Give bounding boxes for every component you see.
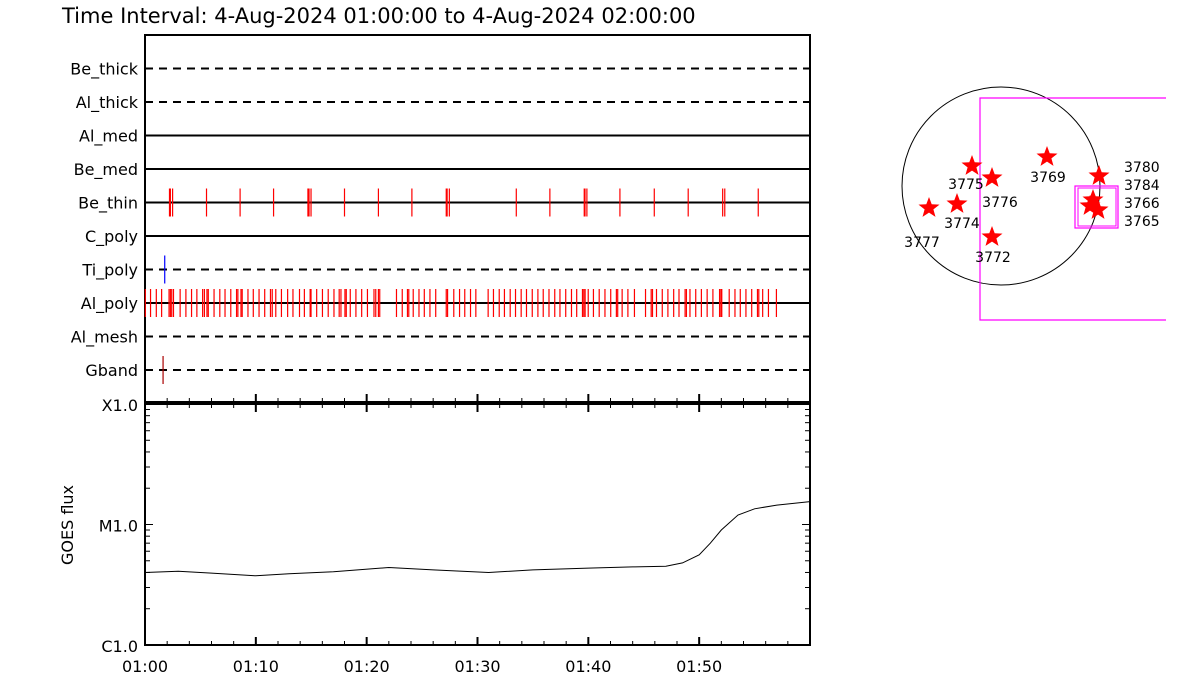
active-region-label: 3774 bbox=[944, 216, 980, 232]
active-region-label: 3776 bbox=[982, 195, 1018, 211]
filter-rows: Be_thick Al_thick Al_med Be_med Be_thin C_pol… bbox=[70, 60, 810, 384]
goes-flux-line bbox=[144, 501, 811, 577]
x-tick-label: 01:00 bbox=[122, 657, 168, 676]
fov-box-small bbox=[1077, 187, 1117, 227]
row-label: Be_med bbox=[74, 160, 138, 180]
row-label: Be_thin bbox=[78, 194, 138, 214]
x-tick-label: 01:50 bbox=[676, 657, 722, 676]
active-region-star bbox=[1036, 146, 1058, 166]
row-label: Gband bbox=[85, 361, 138, 380]
row-label: Al_poly bbox=[81, 294, 138, 314]
goes-ylabel: GOES flux bbox=[58, 485, 77, 565]
xrt-fov-box bbox=[979, 97, 1166, 321]
active-region-label: 3780 bbox=[1124, 160, 1160, 176]
active-region-label: 3766 bbox=[1124, 196, 1160, 212]
plot-title: Time Interval: 4-Aug-2024 01:00:00 to 4-… bbox=[61, 4, 696, 28]
row-label: Ti_poly bbox=[81, 261, 138, 281]
row-label: Al_thick bbox=[76, 93, 139, 113]
active-region-star bbox=[1082, 189, 1104, 209]
x-tick-label: 01:20 bbox=[344, 657, 390, 676]
active-region-star bbox=[981, 167, 1003, 187]
active-region-label: 3772 bbox=[975, 250, 1011, 266]
timeline-frame bbox=[144, 34, 811, 403]
active-region-star bbox=[961, 155, 983, 175]
x-tick-label: 01:40 bbox=[565, 657, 611, 676]
row-label: Al_med bbox=[79, 127, 138, 147]
goes-frame bbox=[144, 403, 811, 646]
active-region-star bbox=[946, 193, 968, 213]
active-region-label: 3765 bbox=[1124, 214, 1160, 230]
active-region-label: 3784 bbox=[1124, 178, 1160, 194]
y-tick-label: X1.0 bbox=[102, 396, 138, 415]
y-tick-label: M1.0 bbox=[99, 517, 138, 536]
row-label: Be_thick bbox=[70, 60, 138, 80]
active-region-star bbox=[1079, 195, 1101, 215]
row-label: Al_mesh bbox=[71, 328, 138, 348]
y-tick-label: C1.0 bbox=[101, 637, 138, 656]
active-region-star bbox=[918, 197, 940, 217]
row-label: C_poly bbox=[85, 227, 138, 247]
x-tick-label: 01:10 bbox=[233, 657, 279, 676]
fov-box-small bbox=[1074, 185, 1119, 229]
active-region-label: 3777 bbox=[904, 235, 940, 251]
active-region-star bbox=[1088, 165, 1110, 185]
goes-axes: C1.0 M1.0 X1.0 01:00 01:10 01:20 01:30 01:40 01:… bbox=[99, 394, 811, 676]
active-region-label: 3769 bbox=[1030, 170, 1066, 186]
active-region-star bbox=[1087, 199, 1109, 219]
x-tick-label: 01:30 bbox=[454, 657, 500, 676]
active-region-star bbox=[981, 226, 1003, 246]
active-region-label: 3775 bbox=[948, 177, 984, 193]
